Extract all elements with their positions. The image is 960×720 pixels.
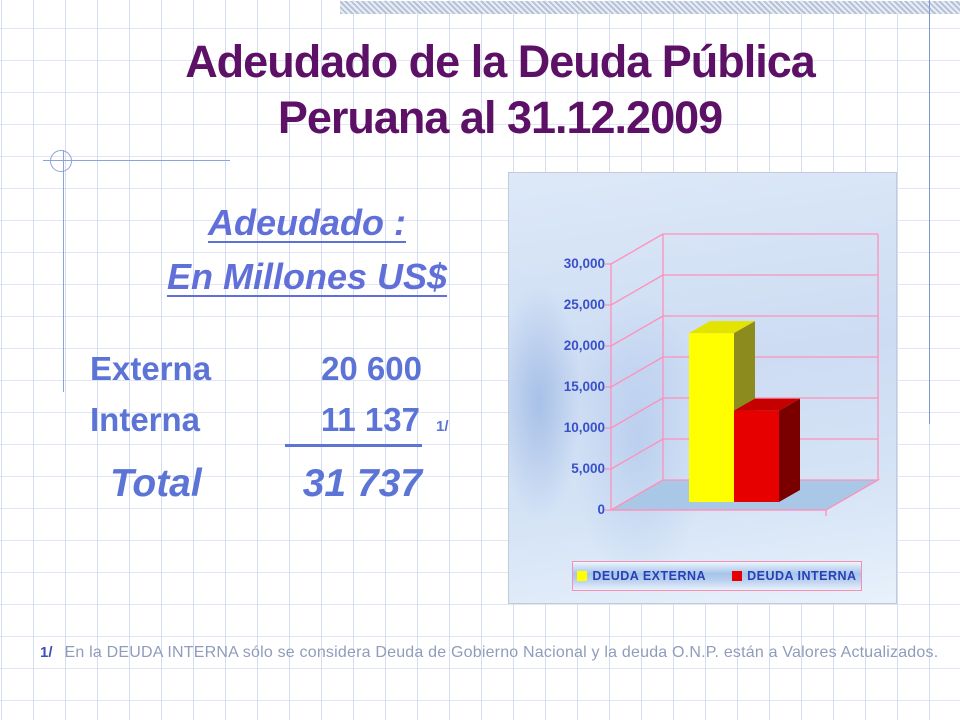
bar-1-side [779,398,800,502]
title-line-2: Peruana al 31.12.2009 [277,92,723,143]
chart-back-wall [610,233,879,511]
top-accent-bar [340,1,960,14]
total-value: 31 737 [302,462,422,505]
ytick-10000: 10,000 [563,420,605,435]
ytick-25000: 25,000 [563,297,605,312]
bar-1-top [734,398,800,411]
total-label: Total [110,462,202,505]
legend-swatch-deuda-externa [577,571,588,581]
ytick-15000: 15,000 [563,379,605,394]
bar-0-front [689,333,734,502]
chart-legend: DEUDA EXTERNA DEUDA INTERNA [572,561,862,591]
ruler-line-horizontal [43,160,230,161]
ytick-0: 0 [597,502,605,517]
title-line-1: Adeudado de la Deuda Pública [185,36,816,87]
subtitle: Adeudado : En Millones US$ [107,196,507,304]
figure-row-interna: Interna 11 137 [90,401,422,447]
interna-note-marker: 1/ [436,418,449,435]
footnote-marker: 1/ [40,644,53,661]
ytick-5000: 5,000 [571,461,605,476]
chart-3d-svg [605,233,881,516]
interna-label: Interna [90,401,201,438]
subtitle-line-2: En Millones US$ [166,256,448,297]
slide-title: Adeudado de la Deuda Pública Peruana al … [140,34,860,146]
legend-label-deuda-interna: DEUDA INTERNA [747,569,857,583]
ruler-line-vertical-right [929,0,930,424]
ytick-30000: 30,000 [563,256,605,271]
legend-item-deuda-interna: DEUDA INTERNA [732,569,857,583]
externa-label: Externa [90,350,212,387]
chart-axes [605,263,827,516]
footnote: 1/ En la DEUDA INTERNA sólo se considera… [40,644,952,662]
chart-panel: 30,000 25,000 20,000 15,000 10,000 5,000… [508,172,897,604]
legend-swatch-deuda-interna [732,571,743,581]
footnote-text: En la DEUDA INTERNA sólo se considera De… [64,644,939,661]
ytick-20000: 20,000 [563,338,605,353]
subtitle-line-1: Adeudado : [208,202,406,243]
chart-bars [689,321,800,502]
bar-1-front [734,410,779,502]
legend-label-deuda-externa: DEUDA EXTERNA [592,569,707,583]
externa-value: 20 600 [321,350,422,387]
compass-circle-icon [50,150,72,172]
ruler-line-vertical-left [63,150,64,392]
legend-item-deuda-externa: DEUDA EXTERNA [577,569,706,583]
figure-row-total: Total 31 737 [110,462,422,506]
figure-row-externa: Externa 20 600 [90,350,422,388]
bar-0-top [689,321,755,334]
interna-value: 11 137 [284,401,422,447]
